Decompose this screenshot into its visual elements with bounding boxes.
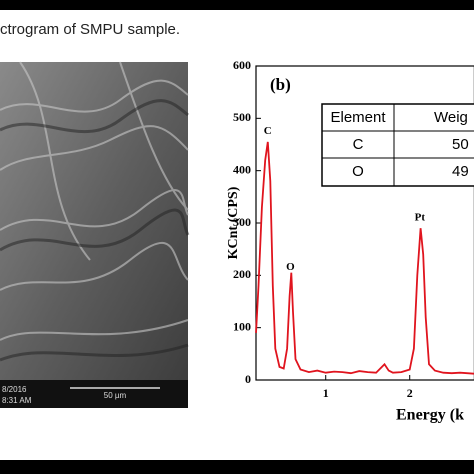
- table-header: Element: [330, 109, 386, 126]
- y-tick-label: 0: [245, 372, 251, 386]
- plot: 0 100 200 300 400 500 600 1 2 KCnt (CPS) Energy (k…: [226, 58, 474, 424]
- table-cell: 50: [452, 136, 469, 153]
- peak-label: O: [286, 261, 295, 273]
- y-tick-label: 500: [233, 110, 251, 124]
- bottom-bar: [0, 460, 474, 474]
- sem-date: 8/2016: [2, 385, 27, 394]
- y-tick-label: 300: [233, 215, 251, 229]
- sem-time: 8:31 AM: [2, 396, 32, 405]
- peak-label: C: [264, 125, 272, 137]
- y-axis-label: KCnt (CPS): [226, 186, 241, 259]
- y-tick-label: 600: [233, 58, 251, 72]
- peak-label: Pt: [415, 211, 426, 223]
- x-axis-label: Energy (k: [396, 407, 464, 424]
- panel-label: (b): [270, 75, 291, 94]
- table: Element Weig C 50 O 49: [321, 103, 474, 187]
- table-cell: 49: [452, 163, 469, 180]
- sem-scale: 50 µm: [104, 391, 127, 400]
- x-tick-label: 2: [407, 386, 413, 400]
- caption: ctrogram of SMPU sample.: [0, 21, 180, 38]
- x-tick-label: 1: [323, 386, 329, 400]
- sem-image: 8/2016 50 µm 8:31 AM: [0, 61, 190, 408]
- y-tick-label: 200: [233, 267, 251, 281]
- spectrum-line: [255, 141, 474, 375]
- table-cell: O: [352, 163, 364, 180]
- y-tick-label: 400: [233, 162, 251, 176]
- top-bar: [0, 0, 474, 10]
- table-header: Weig: [434, 109, 468, 126]
- y-tick-label: 100: [233, 319, 251, 333]
- table-cell: C: [353, 136, 364, 153]
